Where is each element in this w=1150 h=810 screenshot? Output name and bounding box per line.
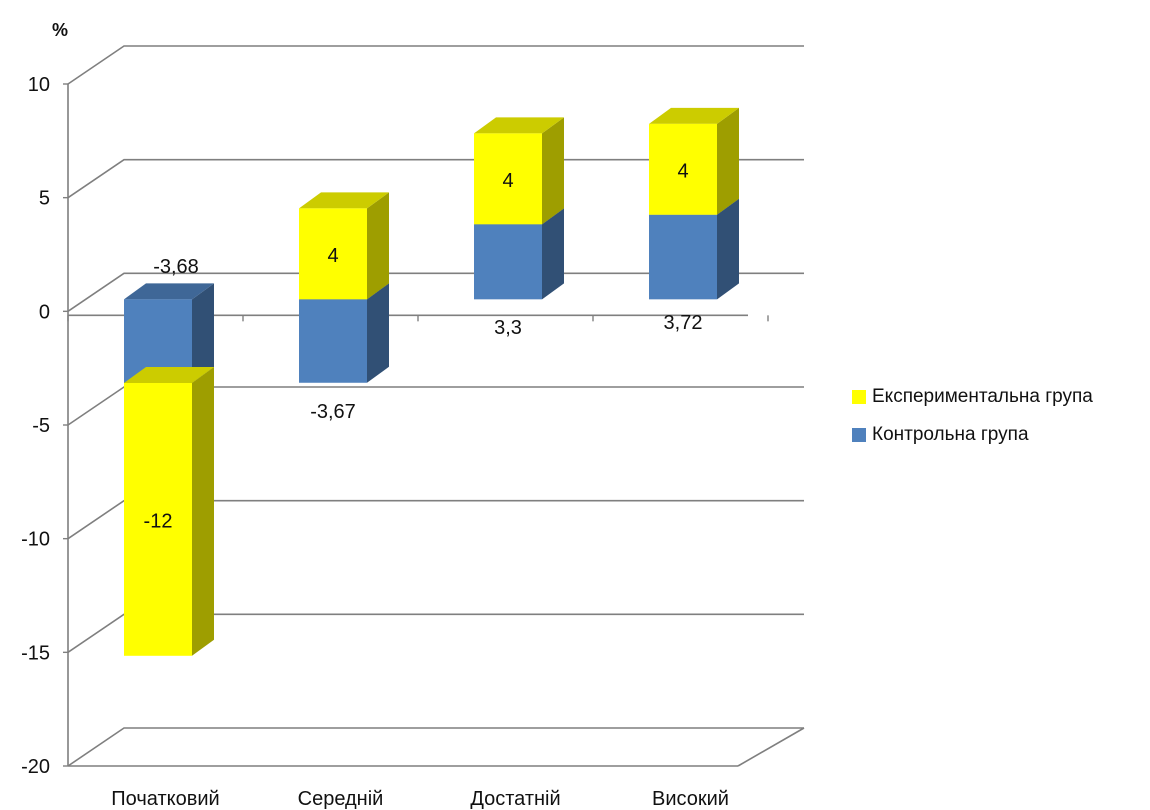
bar-front-face: [649, 214, 717, 300]
y-tick-label: -15: [21, 642, 50, 664]
bar-front-face: [299, 208, 367, 300]
bar-top-face: [124, 366, 214, 383]
bar-side-face: [367, 283, 389, 383]
legend-label-experimental: Експериментальна група: [872, 386, 1093, 407]
x-tick-labels: Початковий Середній Достатній Високий: [111, 788, 729, 810]
legend-item-control: Контрольна група: [852, 424, 1093, 446]
gridline: [67, 158, 804, 199]
y-tick-label: -20: [21, 756, 50, 778]
gridline: [67, 727, 804, 767]
bar-side-face: [542, 117, 564, 225]
legend-item-experimental: Експериментальна група: [852, 386, 1093, 408]
bar-top-face: [124, 283, 214, 300]
bar-top-face: [649, 107, 739, 124]
y-tick-label: 5: [39, 188, 50, 210]
bars: [124, 107, 739, 656]
bar-top-face: [474, 117, 564, 134]
bar-segment: [649, 107, 739, 215]
x-tick-label: Достатній: [470, 788, 560, 810]
y-axis-unit-label: %: [52, 20, 68, 40]
data-label: 4: [677, 160, 688, 182]
data-labels: -3,68 -3,67 3,3 3,72 -12 4 4 4: [144, 160, 703, 532]
data-label: 4: [502, 170, 513, 192]
data-label: -12: [144, 510, 173, 532]
bar-side-face: [367, 192, 389, 300]
legend-swatch-experimental: [852, 390, 866, 404]
bar-front-face: [474, 133, 542, 225]
y-tick-label: -5: [32, 415, 50, 437]
bar-side-face: [192, 283, 214, 383]
y-tick-label: 0: [39, 301, 50, 323]
bar-front-face: [474, 224, 542, 300]
x-tick-label: Високий: [652, 788, 729, 810]
bar-top-face: [299, 192, 389, 209]
x-tick-label: Середній: [298, 788, 384, 810]
bar-side-face: [542, 208, 564, 300]
bar-side-face: [717, 107, 739, 215]
bar-side-face: [717, 198, 739, 300]
data-label: 3,72: [664, 312, 703, 334]
legend: Експериментальна група Контрольна група: [852, 386, 1093, 462]
bar-segment: [474, 117, 564, 225]
gridline: [67, 272, 804, 312]
floor-edge: [737, 727, 805, 767]
bar-segment: [124, 366, 214, 656]
bar-side-face: [192, 366, 214, 656]
bar-front-face: [124, 382, 192, 656]
y-tick-label: 10: [28, 74, 50, 96]
y-tick-label: -10: [21, 529, 50, 551]
y-tick-labels: 10 5 0 -5 -10 -15 -20: [21, 74, 50, 778]
gridline: [67, 45, 804, 85]
legend-swatch-control: [852, 428, 866, 442]
legend-label-control: Контрольна група: [872, 424, 1029, 445]
x-tick-label: Початковий: [111, 788, 219, 810]
data-label: -3,68: [153, 256, 199, 278]
data-label: 4: [327, 245, 338, 267]
bar-front-face: [649, 123, 717, 215]
data-label: 3,3: [494, 317, 522, 339]
data-label: -3,67: [310, 401, 356, 423]
bar-segment: [649, 198, 739, 300]
bar-segment: [299, 192, 389, 300]
bar-front-face: [299, 299, 367, 383]
